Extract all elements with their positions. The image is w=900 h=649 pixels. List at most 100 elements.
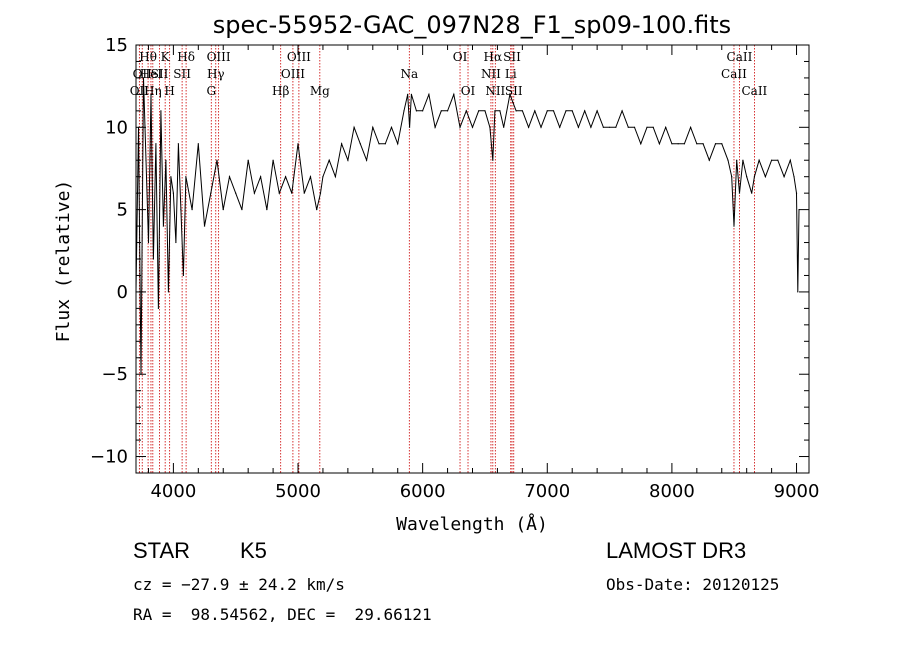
spectral-line-label: H: [164, 84, 174, 98]
spectrum-point: [733, 225, 735, 227]
spectrum-point: [155, 143, 157, 145]
spectrum-point: [165, 159, 167, 161]
spectrum-point: [145, 159, 147, 161]
spectrum-point: [690, 126, 692, 128]
spectrum-point: [177, 143, 179, 145]
chart-title: spec-55952-GAC_097N28_F1_sp09-100.fits: [213, 11, 731, 39]
spectrum-point: [758, 159, 760, 161]
spectrum-point: [365, 159, 368, 161]
spectrum-point: [397, 143, 399, 145]
spectrum-point: [408, 126, 411, 128]
y-tick-label: 0: [117, 282, 128, 303]
object-subclass: K5: [240, 538, 267, 563]
redshift-cz: cz = −27.9 ± 24.2 km/s: [133, 575, 345, 594]
y-axis-label: Flux (relative): [53, 180, 74, 343]
spectral-line-label: Hγ: [207, 67, 225, 81]
spectrum-point: [683, 143, 685, 145]
spectrum-point: [671, 143, 673, 145]
spectrum-point: [162, 225, 165, 227]
spectrum-point: [422, 110, 424, 112]
spectrum-point: [253, 192, 255, 194]
survey-label: LAMOST DR3: [606, 538, 747, 563]
spectrum-point: [353, 126, 355, 128]
spectrum-point: [341, 143, 343, 145]
spectrum-point: [303, 192, 305, 194]
spectrum-point: [677, 143, 679, 145]
spectrum-point: [783, 176, 785, 178]
spectrum-point: [459, 126, 461, 128]
spectral-line-label: OIII: [207, 50, 231, 64]
spectrum-point: [789, 159, 791, 161]
spectral-line-label: SII: [503, 50, 521, 64]
spectrum-point: [753, 176, 756, 178]
spectrum-point: [503, 126, 505, 128]
spectrum-point: [540, 126, 542, 128]
spectrum-point: [521, 110, 523, 112]
spectrum-point: [627, 126, 629, 128]
spectrum-point: [172, 192, 174, 194]
x-axis-label: Wavelength (Å): [396, 513, 548, 535]
spectrum-point: [742, 159, 744, 161]
spectral-line-label: OIII: [287, 50, 311, 64]
spectrum-point: [359, 143, 361, 145]
spectral-line-label: CaII: [727, 50, 753, 64]
spectrum-point: [795, 192, 798, 194]
spectrum-point: [440, 110, 442, 112]
spectral-line-label: K: [161, 50, 171, 64]
spectrum-point: [465, 110, 467, 112]
spectrum-point: [328, 159, 330, 161]
spectral-line-label: SII: [505, 84, 523, 98]
spectrum-point: [434, 126, 436, 128]
spectrum-point: [738, 192, 741, 194]
spectral-line-label: Hβ: [272, 84, 289, 98]
spectrum-point: [167, 291, 170, 293]
spectrum-point: [777, 159, 779, 161]
spectrum-point: [378, 143, 380, 145]
spectrum-point: [764, 176, 766, 178]
spectral-line-label: SII: [151, 67, 169, 81]
spectrum-point: [746, 176, 748, 178]
spectrum-point: [147, 241, 150, 244]
spectrum-point: [751, 192, 753, 194]
spectrum-point: [180, 209, 182, 211]
spectrum-point: [222, 209, 224, 211]
spectrum-point: [185, 176, 187, 178]
spectrum-point: [658, 143, 661, 145]
spectrum-point: [372, 126, 374, 128]
spectrum-point: [284, 176, 287, 178]
spectrum-point: [727, 159, 729, 161]
spectrum-point: [203, 225, 206, 227]
spectrum-point: [403, 110, 405, 112]
spectrum-point: [615, 126, 617, 128]
spectral-line-label: NII: [481, 67, 501, 81]
spectrum-point: [235, 192, 237, 194]
spectral-line-label: Hα: [484, 50, 503, 64]
spectrum-point: [793, 176, 795, 178]
spectrum-point: [621, 110, 623, 112]
spectrum-point: [175, 241, 177, 244]
plot-frame: [135, 44, 810, 474]
spectral-line-label: Mg: [310, 84, 330, 98]
spectrum-point: [714, 143, 717, 145]
spectrum-point: [590, 126, 592, 128]
object-class: STAR: [133, 538, 191, 563]
spectrum-point: [410, 93, 413, 95]
x-tick-label: 5000: [275, 481, 321, 502]
spectrum-point: [157, 307, 160, 309]
axis-ticks-group: 4000 5000 6000 7000 8000 9000 −10 −5 0 5 10 15: [90, 35, 819, 502]
spectrum-point: [453, 93, 455, 95]
spectrum-point: [428, 93, 430, 95]
spectrum-point: [494, 110, 496, 112]
spectrum-point: [608, 126, 611, 128]
spectral-line-labels-group: OIIOIIHθHeIHηSIIKHSIIHδGHγOIIIHβOIIIOIII…: [130, 50, 768, 98]
spectrum-point: [247, 159, 249, 161]
spectrum-point: [390, 126, 393, 128]
spectrum-point: [527, 126, 530, 128]
spectrum-point: [633, 126, 636, 128]
spectrum-point: [160, 110, 162, 112]
spectrum-point: [708, 159, 710, 161]
observation-date: Obs-Date: 20120125: [606, 575, 780, 594]
spectrum-point: [721, 143, 723, 145]
spectrum-point: [210, 192, 212, 194]
